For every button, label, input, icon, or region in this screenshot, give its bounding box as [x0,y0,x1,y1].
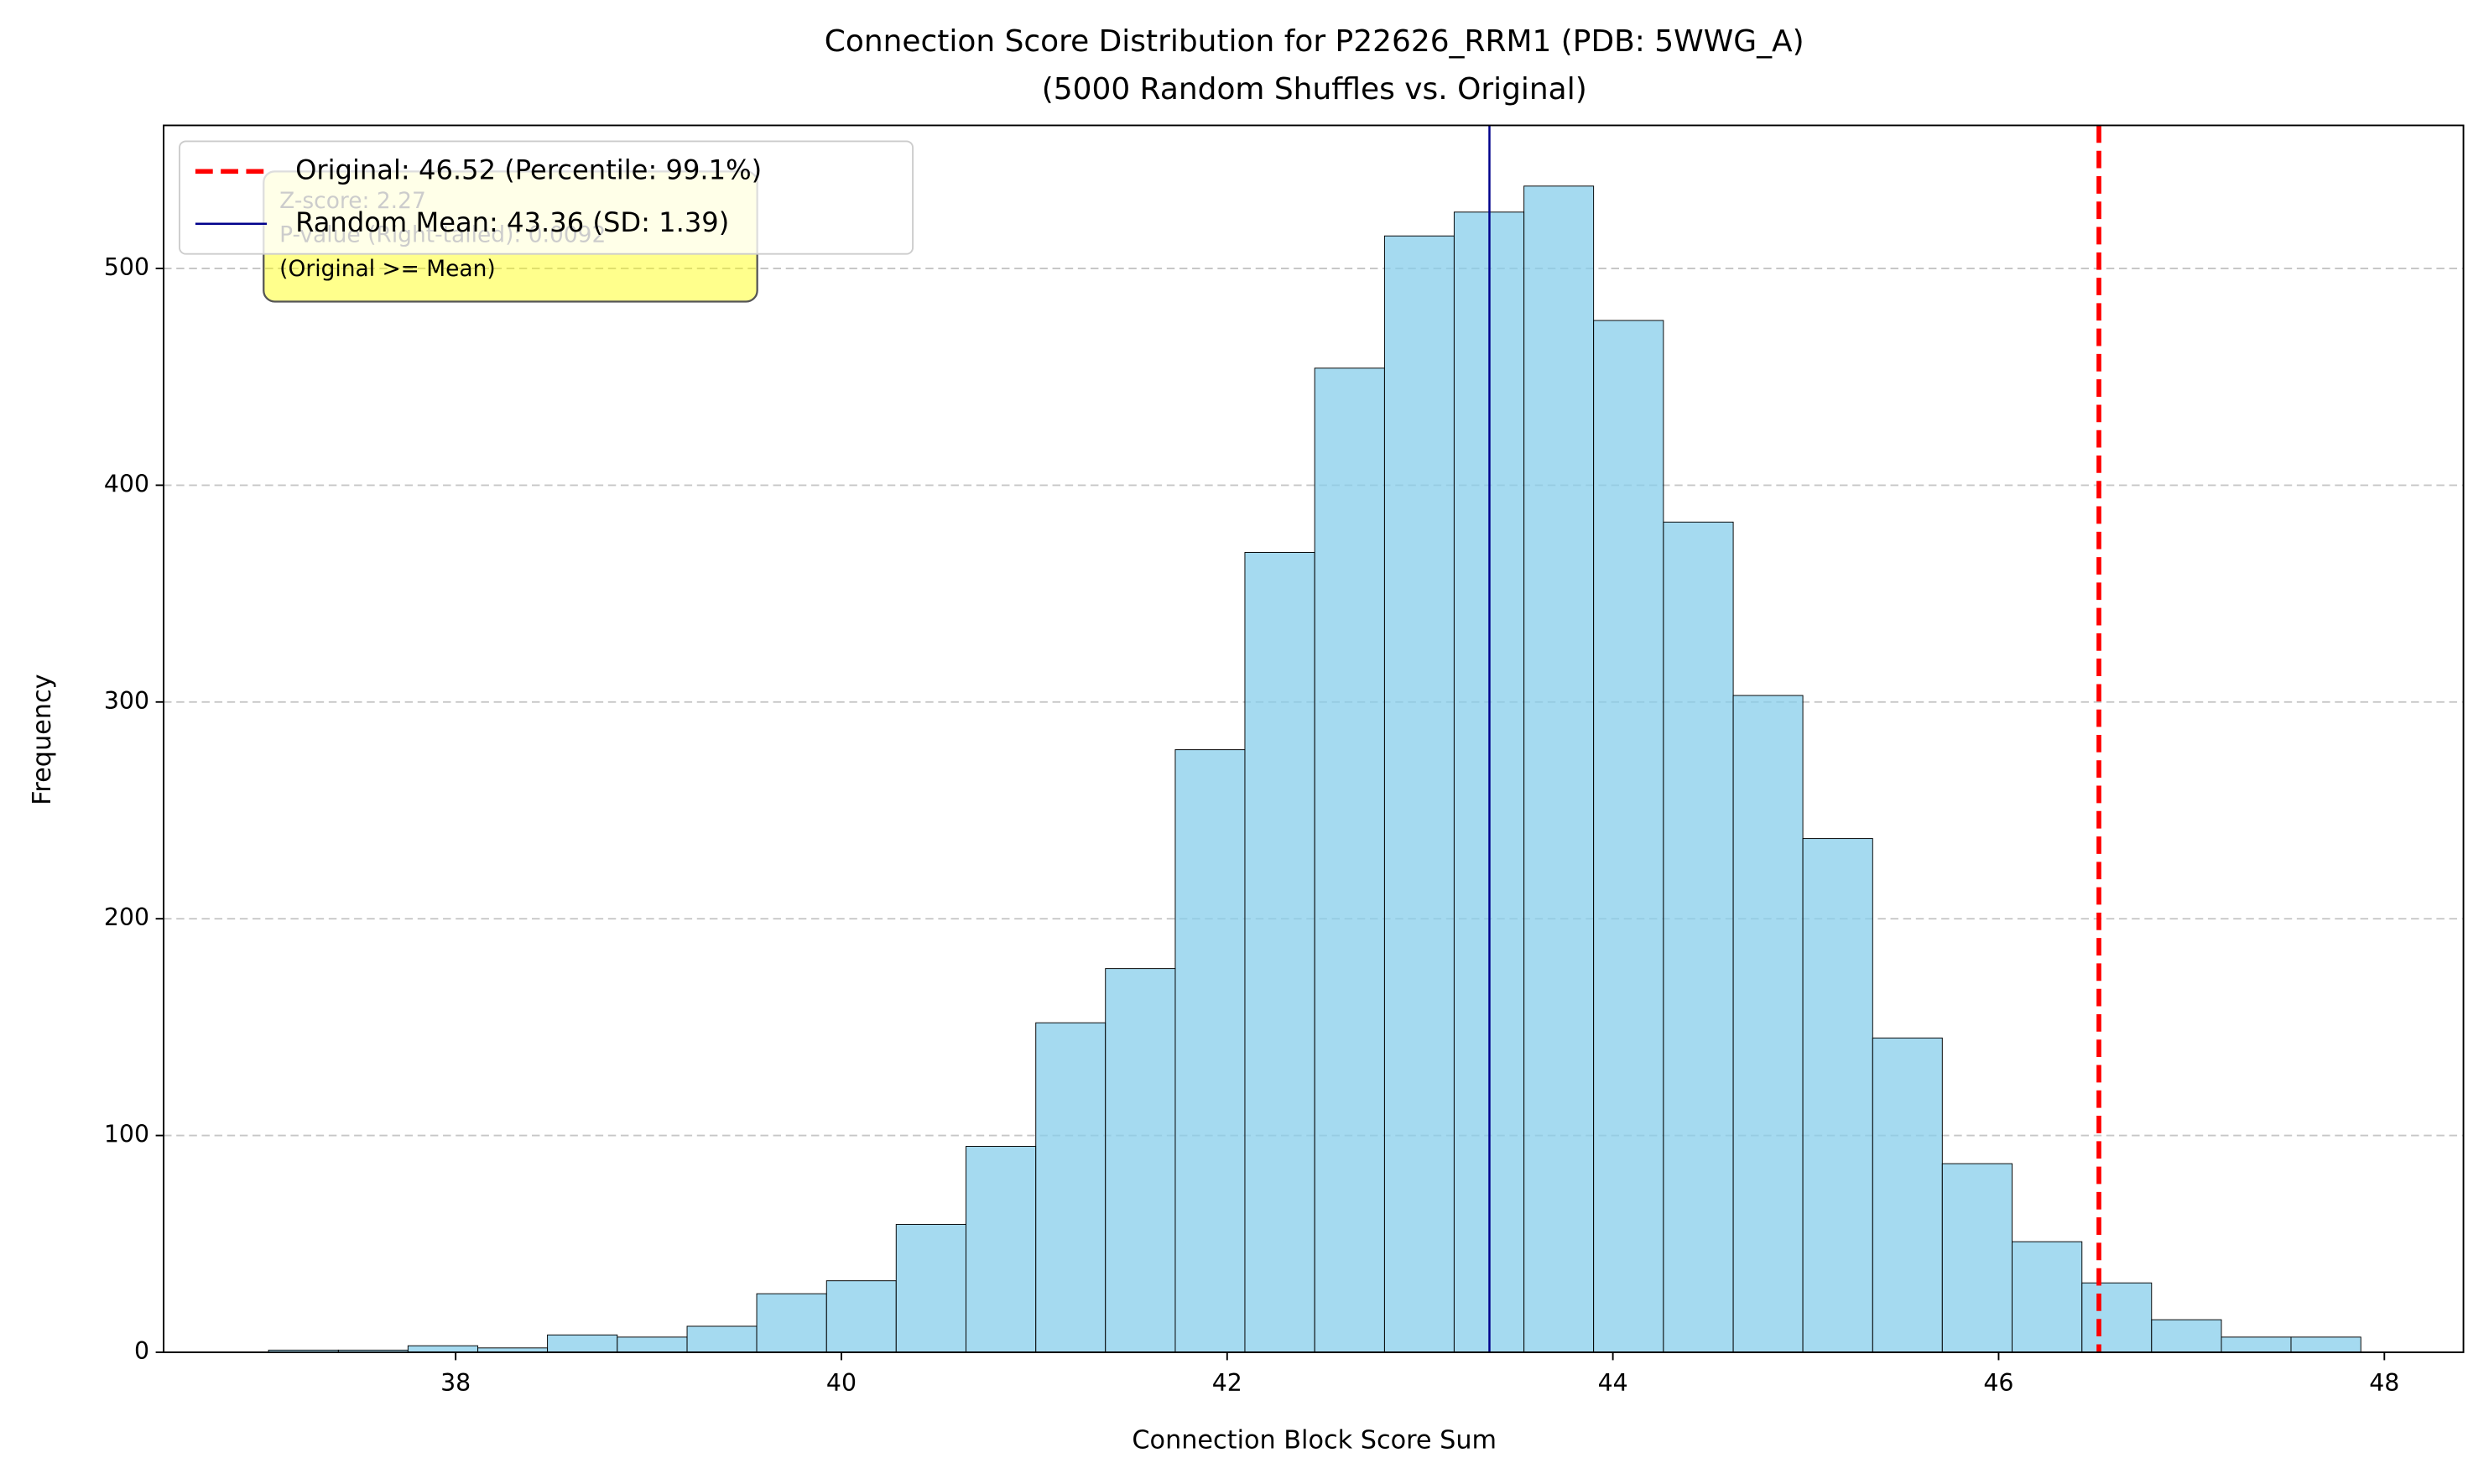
y-axis-label: Frequency [28,674,57,804]
bar [966,1146,1037,1353]
bar [617,1336,688,1353]
x-tick-label: 44 [1598,1369,1628,1397]
bar [1314,367,1385,1353]
y-tick-label: 300 [104,687,149,715]
bar [1383,235,1455,1353]
bar [1174,749,1246,1353]
bar [825,1280,897,1353]
bar [895,1224,966,1353]
y-tick-label: 500 [104,253,149,281]
bar [1941,1163,2013,1353]
bar [2221,1336,2292,1353]
bar [2081,1282,2153,1353]
x-tick-label: 42 [1212,1369,1242,1397]
bar [756,1293,827,1353]
legend-box [179,140,914,255]
y-tick-label: 200 [104,903,149,931]
bar [1035,1022,1107,1353]
bar [2290,1336,2361,1353]
bar [1593,320,1664,1353]
bar [1523,185,1595,1353]
bar [547,1334,618,1353]
x-tick-label: 46 [1983,1369,2013,1397]
x-tick-label: 40 [826,1369,857,1397]
bar [1244,552,1315,1353]
bar [1663,521,1734,1353]
bar [1105,968,1176,1353]
x-tick-label: 48 [2369,1369,2399,1397]
annotation-text: (Original >= Mean) [279,256,496,282]
plot-frame [163,124,2465,1353]
chart-subtitle: (5000 Random Shuffles vs. Original) [1042,72,1587,107]
bar [407,1345,479,1353]
legend-label: Random Mean: 43.36 (SD: 1.39) [295,206,729,238]
x-axis-label: Connection Block Score Sum [1132,1425,1497,1455]
y-tick-label: 400 [104,470,149,497]
x-tick-label: 38 [440,1369,471,1397]
bar [2012,1241,2083,1353]
y-tick-label: 0 [134,1337,149,1365]
bar [1732,695,1804,1353]
y-tick-label: 100 [104,1121,149,1148]
bar [2151,1319,2222,1353]
bar [1872,1037,1943,1353]
bar [1802,838,1873,1353]
legend-label: Original: 46.52 (Percentile: 99.1%) [295,154,762,185]
bar [686,1325,758,1353]
chart-title: Connection Score Distribution for P22626… [825,24,1804,59]
